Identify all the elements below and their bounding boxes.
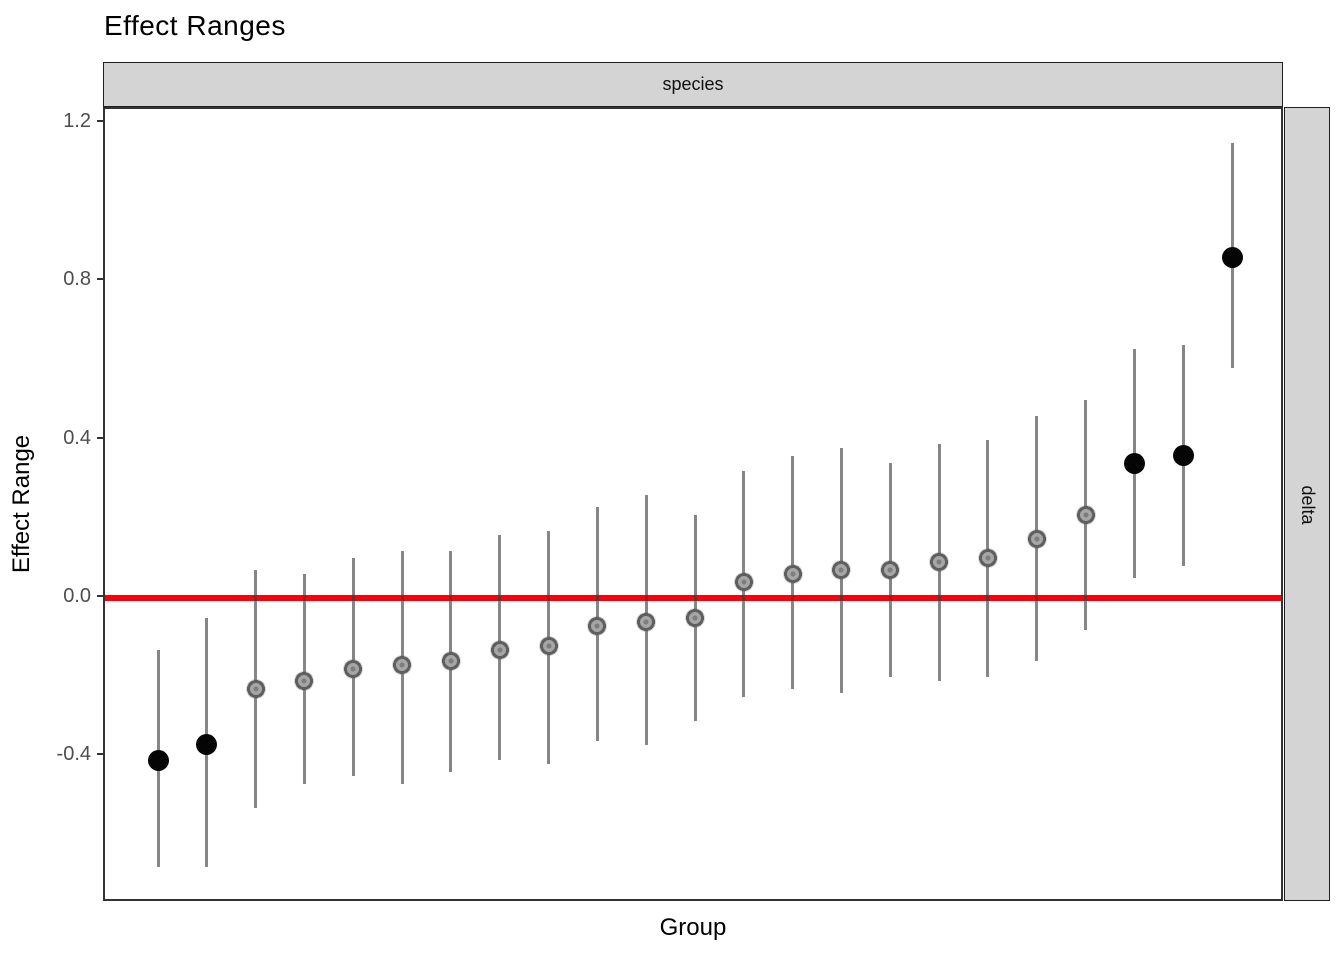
y-tick-label: 1.2	[63, 109, 91, 132]
estimate-point	[343, 659, 364, 680]
estimate-point	[831, 560, 852, 581]
y-tick-label: 0.8	[63, 268, 91, 291]
estimate-point-significant	[147, 749, 169, 771]
facet-strip-delta-label: delta	[1298, 485, 1318, 525]
estimate-point	[294, 671, 315, 692]
estimate-point-significant	[1123, 452, 1145, 474]
facet-strip-species: species	[103, 62, 1283, 107]
estimate-point-significant	[1221, 247, 1243, 268]
y-axis-title: Effect Range	[8, 434, 35, 574]
estimate-point	[245, 679, 266, 700]
x-axis-title: Group	[659, 914, 727, 941]
plot-title: Effect Ranges	[104, 10, 286, 41]
estimate-point	[489, 639, 510, 660]
facet-strip-species-label: species	[662, 74, 724, 94]
facet-strip-delta: delta	[1284, 107, 1330, 901]
estimate-point	[929, 552, 950, 573]
estimate-point	[587, 615, 608, 636]
estimate-point	[1026, 528, 1047, 549]
estimate-point	[733, 572, 754, 593]
y-tick-label: -0.4	[56, 743, 91, 766]
zero-reference-line	[105, 595, 1281, 602]
geom-layer	[105, 109, 1281, 899]
estimate-point	[685, 607, 705, 628]
estimate-point-significant	[1172, 445, 1194, 466]
estimate-point	[636, 611, 657, 632]
estimate-point	[538, 635, 559, 656]
estimate-point	[392, 655, 413, 676]
estimate-point-significant	[196, 734, 218, 756]
estimate-point	[440, 651, 461, 672]
estimate-point	[1075, 504, 1096, 525]
estimate-point	[782, 564, 803, 585]
estimate-point	[977, 548, 998, 569]
estimate-point	[880, 560, 901, 581]
plot-panel	[103, 107, 1283, 901]
